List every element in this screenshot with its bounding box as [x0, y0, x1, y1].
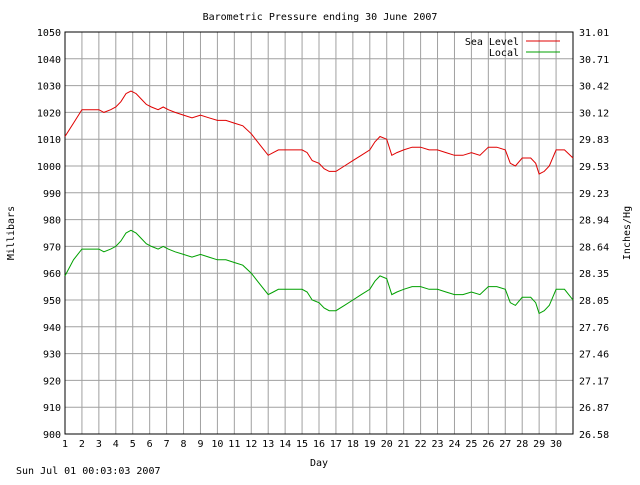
x-tick-label: 27 — [499, 439, 511, 450]
y2-tick-label: 26.87 — [579, 403, 609, 414]
x-tick-label: 21 — [398, 439, 410, 450]
x-tick-label: 15 — [296, 439, 308, 450]
x-tick-label: 4 — [113, 439, 119, 450]
series-line-0 — [64, 90, 574, 175]
legend-label: Local — [489, 48, 519, 59]
x-tick-label: 16 — [313, 439, 325, 450]
y2-tick-label: 29.53 — [579, 162, 609, 173]
x-tick-label: 23 — [432, 439, 444, 450]
y2-axis-label: Inches/Hg — [622, 206, 633, 260]
x-tick-label: 20 — [381, 439, 393, 450]
ticks: 1 2 3 4 5 6 7 8 9 10 11 12 13 14 15 16 17 18 19 20 21 22 23 24 2… — [37, 28, 609, 450]
x-tick-label: 2 — [79, 439, 85, 450]
x-tick-label: 30 — [550, 439, 562, 450]
y2-tick-label: 27.46 — [579, 350, 609, 361]
y-tick-label: 950 — [43, 296, 61, 307]
x-tick-label: 1 — [62, 439, 68, 450]
plot-frame — [64, 31, 574, 435]
x-tick-label: 26 — [482, 439, 494, 450]
y2-tick-label: 29.23 — [579, 189, 609, 200]
x-tick-label: 18 — [347, 439, 359, 450]
x-tick-label: 29 — [533, 439, 545, 450]
y-tick-label: 910 — [43, 403, 61, 414]
x-tick-label: 22 — [415, 439, 427, 450]
x-tick-label: 17 — [330, 439, 342, 450]
y2-tick-label: 28.64 — [579, 242, 609, 253]
x-tick-label: 24 — [448, 439, 460, 450]
chart-title: Barometric Pressure ending 30 June 2007 — [203, 12, 438, 23]
y-tick-label: 1010 — [37, 135, 61, 146]
series-line-1 — [64, 229, 574, 315]
y-tick-label: 1030 — [37, 82, 61, 93]
y2-tick-label: 28.05 — [579, 296, 609, 307]
y-tick-label: 960 — [43, 269, 61, 280]
y-tick-label: 1040 — [37, 55, 61, 66]
y2-tick-label: 30.42 — [579, 82, 609, 93]
legend-label: Sea Level — [465, 37, 519, 48]
series-lines — [64, 90, 574, 315]
footer-timestamp: Sun Jul 01 00:03:03 2007 — [16, 466, 161, 477]
x-tick-label: 3 — [96, 439, 102, 450]
y-axis-label: Millibars — [6, 206, 17, 260]
y-tick-label: 980 — [43, 216, 61, 227]
y2-tick-label: 30.71 — [579, 55, 609, 66]
y2-tick-label: 27.17 — [579, 376, 609, 387]
y2-tick-label: 26.58 — [579, 430, 609, 441]
y-tick-label: 990 — [43, 189, 61, 200]
y-tick-label: 940 — [43, 323, 61, 334]
x-tick-label: 10 — [211, 439, 223, 450]
x-tick-label: 13 — [262, 439, 274, 450]
x-tick-label: 11 — [228, 439, 240, 450]
x-tick-label: 6 — [147, 439, 153, 450]
y-tick-label: 1050 — [37, 28, 61, 39]
grid — [65, 32, 573, 434]
x-tick-label: 5 — [130, 439, 136, 450]
y-tick-label: 920 — [43, 376, 61, 387]
x-tick-label: 9 — [197, 439, 203, 450]
y-tick-label: 1020 — [37, 108, 61, 119]
y-tick-label: 900 — [43, 430, 61, 441]
y-tick-label: 970 — [43, 242, 61, 253]
y2-tick-label: 28.94 — [579, 216, 609, 227]
x-axis-label: Day — [310, 458, 328, 469]
y2-tick-label: 28.35 — [579, 269, 609, 280]
x-tick-label: 25 — [465, 439, 477, 450]
y-tick-label: 1000 — [37, 162, 61, 173]
x-tick-label: 14 — [279, 439, 291, 450]
y2-tick-label: 30.12 — [579, 108, 609, 119]
y2-tick-label: 27.76 — [579, 323, 609, 334]
y2-tick-label: 31.01 — [579, 28, 609, 39]
x-tick-label: 28 — [516, 439, 528, 450]
x-tick-label: 19 — [364, 439, 376, 450]
x-tick-label: 12 — [245, 439, 257, 450]
x-tick-label: 7 — [164, 439, 170, 450]
x-tick-label: 8 — [181, 439, 187, 450]
y2-tick-label: 29.83 — [579, 135, 609, 146]
y-tick-label: 930 — [43, 350, 61, 361]
